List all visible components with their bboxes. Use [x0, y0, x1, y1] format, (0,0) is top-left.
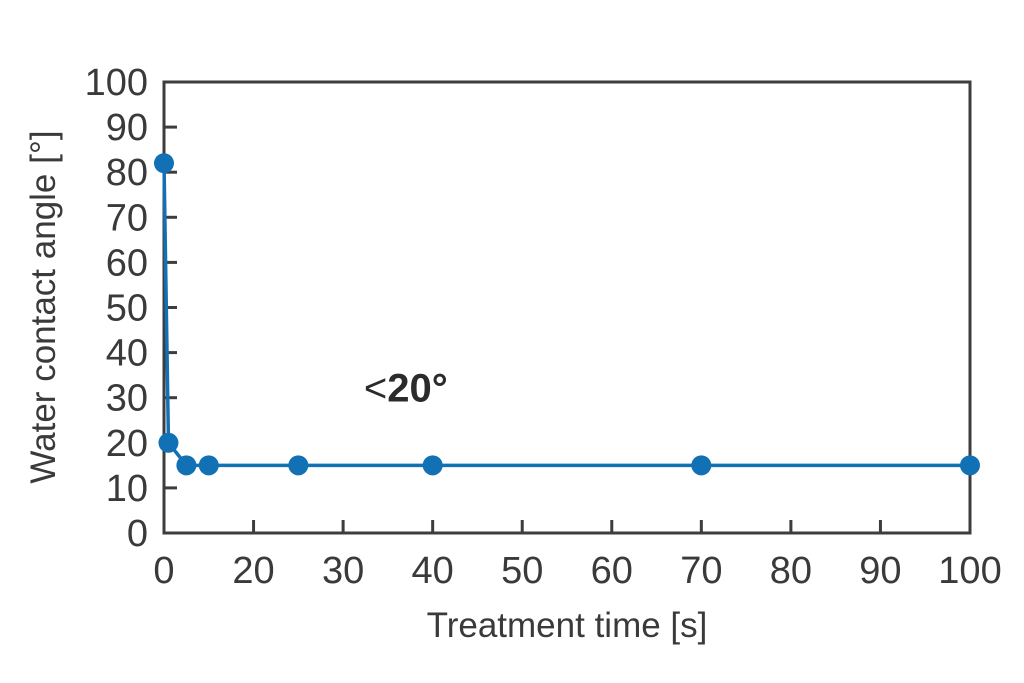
- annotation-less-than-sign: <: [363, 366, 388, 411]
- y-tick-label: 80: [106, 152, 148, 194]
- x-tick-label: 80: [770, 550, 812, 592]
- x-tick-label: 20: [232, 550, 274, 592]
- series-line: [162, 163, 970, 468]
- x-tick-label: 90: [859, 550, 901, 592]
- data-point-marker: [691, 455, 712, 476]
- data-point-marker: [960, 455, 980, 476]
- data-point-marker: [422, 455, 443, 476]
- x-tick-label: 100: [938, 550, 1001, 592]
- data-point-marker: [176, 455, 197, 476]
- data-point-marker: [198, 455, 219, 476]
- y-tick-label: 30: [106, 378, 148, 420]
- x-tick-label: 50: [501, 550, 543, 592]
- x-axis-title: Treatment time [s]: [426, 606, 708, 645]
- data-point-marker: [288, 455, 309, 476]
- y-tick-label: 70: [106, 197, 148, 239]
- data-point-marker: [158, 432, 179, 453]
- y-axis-title: Water contact angle [°]: [24, 130, 63, 484]
- y-tick-label: 20: [106, 423, 148, 465]
- x-tick-label: 40: [412, 550, 454, 592]
- y-tick-label: 50: [106, 288, 148, 330]
- y-tick-label: 0: [127, 513, 148, 555]
- x-tick-label: 0: [153, 550, 174, 592]
- y-tick-label: 10: [106, 468, 148, 510]
- threshold-annotation: <20°: [364, 366, 448, 411]
- x-axis-ticks: 0 20 30 40 50 60 70 80 90 100: [153, 520, 1002, 592]
- x-tick-label: 60: [591, 550, 633, 592]
- data-point-marker: [154, 153, 174, 174]
- y-tick-label: 90: [106, 107, 148, 149]
- y-tick-label: 60: [106, 242, 148, 284]
- annotation-value: 20°: [387, 366, 448, 411]
- y-tick-label: 40: [106, 333, 148, 375]
- y-tick-label: 100: [85, 62, 148, 104]
- x-tick-label: 70: [680, 550, 722, 592]
- series-markers: [154, 153, 980, 476]
- x-tick-label: 30: [322, 550, 364, 592]
